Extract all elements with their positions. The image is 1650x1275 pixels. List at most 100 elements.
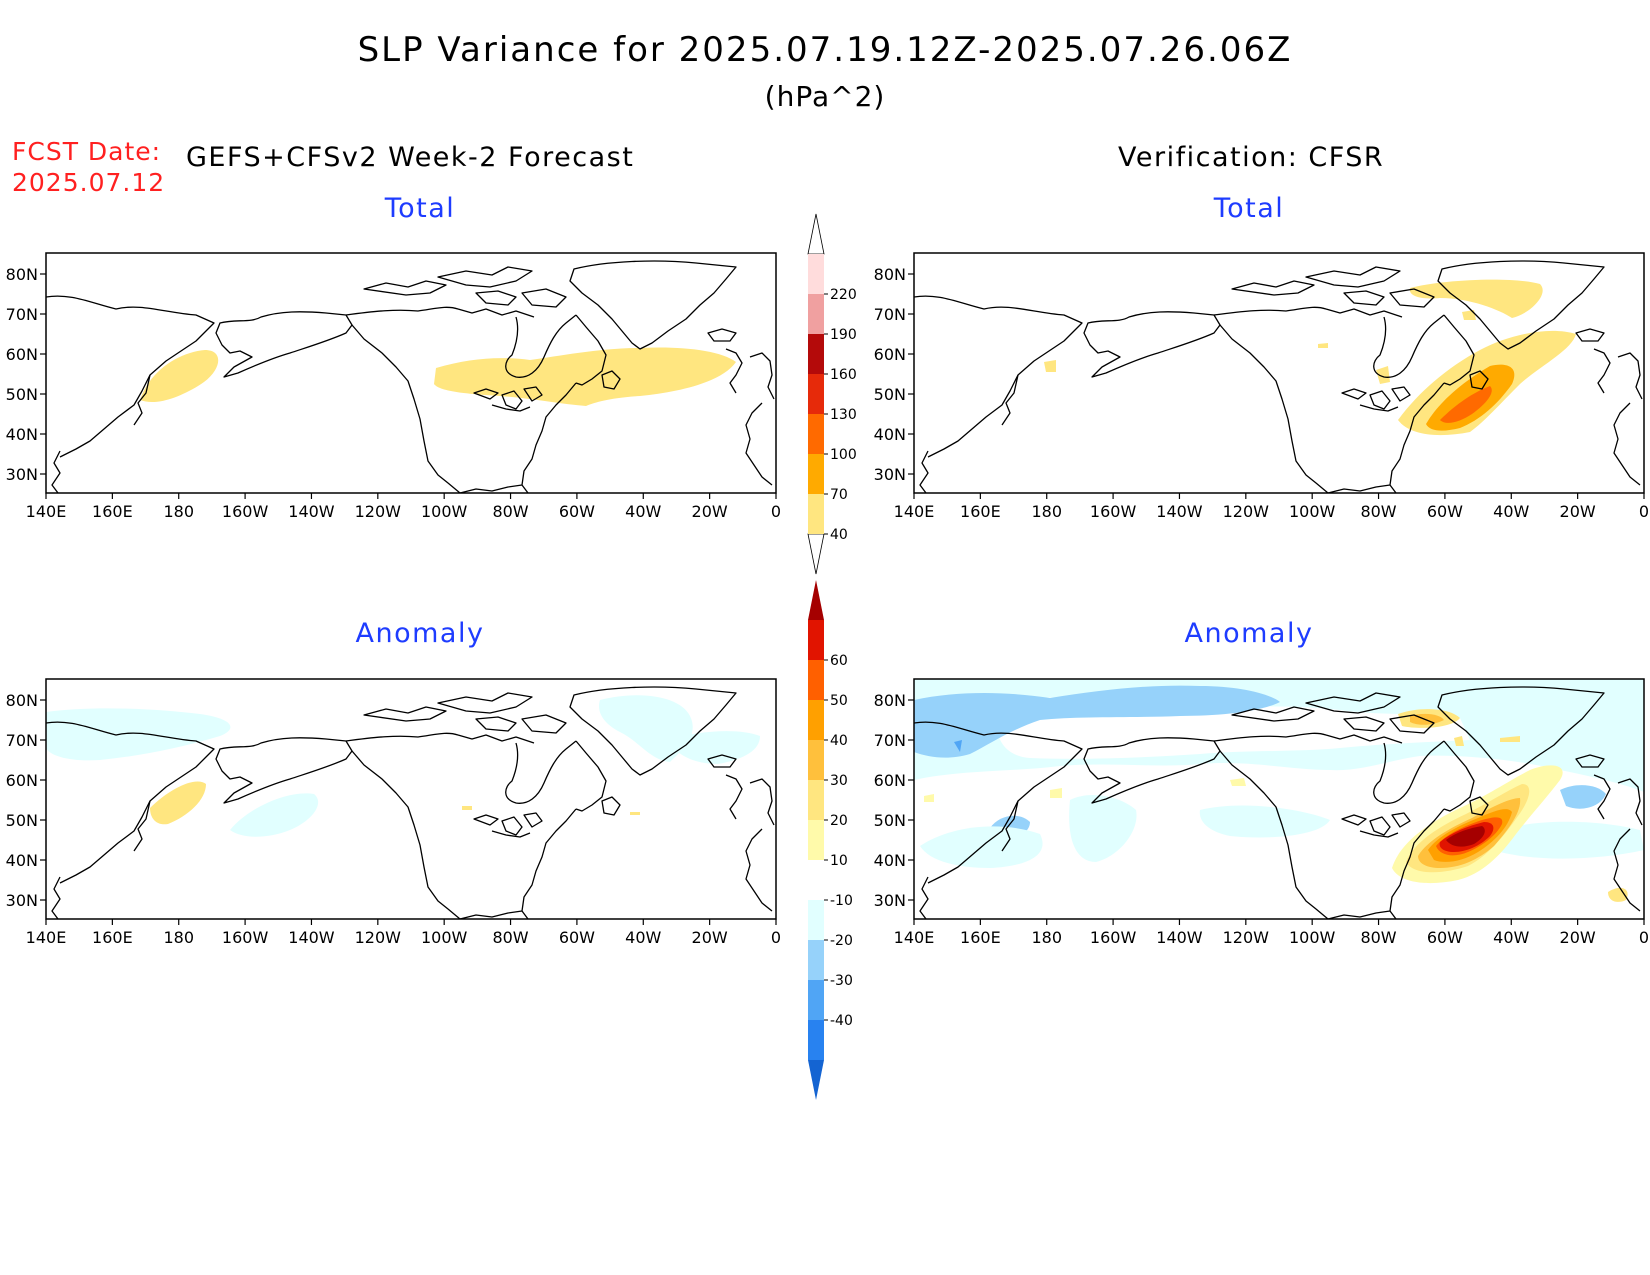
lon-tick-label: 20W xyxy=(1560,928,1596,947)
lon-tick-label: 180 xyxy=(1031,502,1062,521)
verification-header: Verification: CFSR xyxy=(1118,142,1385,173)
colorbar-swatch xyxy=(808,940,824,980)
lon-tick-label: 120W xyxy=(355,928,402,947)
lon-tick-label: 100W xyxy=(1289,928,1336,947)
colorbar-swatch xyxy=(808,494,824,534)
chart-units: (hPa^2) xyxy=(764,80,886,113)
colorbar-label: -40 xyxy=(830,1013,853,1029)
colorbar-total: 40 70 100 130 160 190 220 xyxy=(807,213,857,575)
lat-tick-label: 40N xyxy=(6,851,38,870)
lon-tick-label: 140E xyxy=(894,502,935,521)
lon-tick-label: 0 xyxy=(771,502,781,521)
lon-tick-label: 0 xyxy=(1639,928,1649,947)
map-forecast-total xyxy=(45,252,777,494)
lat-tick-label: 60N xyxy=(6,345,38,364)
lon-tick-label: 160E xyxy=(960,928,1001,947)
lat-tick-label: 60N xyxy=(6,771,38,790)
lat-tick-label: 50N xyxy=(6,385,38,404)
lat-tick-label: 80N xyxy=(6,265,38,284)
lon-tick-label: 160W xyxy=(222,928,269,947)
lon-tick-label: 160E xyxy=(92,502,133,521)
panel-title-verification-anomaly: Anomaly xyxy=(1184,618,1314,649)
lat-tick-label: 30N xyxy=(6,465,38,484)
colorbar-swatch xyxy=(808,294,824,334)
lon-tick-label: 60W xyxy=(1427,928,1463,947)
colorbar-label: 70 xyxy=(830,487,848,503)
lat-tick-label: 40N xyxy=(6,425,38,444)
lon-tick-label: 0 xyxy=(1639,502,1649,521)
lon-tick-label: 140E xyxy=(26,502,67,521)
lon-tick-label: 120W xyxy=(1223,502,1270,521)
lat-tick-label: 40N xyxy=(874,851,906,870)
lon-tick-label: 120W xyxy=(355,502,402,521)
map-verification-anomaly xyxy=(913,678,1645,920)
lon-tick-label: 140W xyxy=(1156,502,1203,521)
forecast-header: GEFS+CFSv2 Week-2 Forecast xyxy=(186,142,635,173)
lon-tick-label: 100W xyxy=(1289,502,1336,521)
colorbar-swatch xyxy=(808,620,824,660)
colorbar-swatch xyxy=(808,1020,824,1060)
lon-tick-label: 60W xyxy=(559,928,595,947)
panel-title-verification-total: Total xyxy=(1213,193,1285,224)
panel-title-forecast-total: Total xyxy=(384,193,456,224)
lat-tick-label: 50N xyxy=(6,811,38,830)
lat-tick-label: 30N xyxy=(874,465,906,484)
lon-tick-label: 160E xyxy=(92,928,133,947)
lon-tick-label: 140E xyxy=(894,928,935,947)
lon-tick-label: 20W xyxy=(692,502,728,521)
lon-tick-label: 40W xyxy=(625,502,661,521)
colorbar-swatch xyxy=(808,374,824,414)
lon-tick-label: 80W xyxy=(492,928,528,947)
lat-tick-label: 70N xyxy=(874,731,906,750)
colorbar-label: -30 xyxy=(830,973,853,989)
lat-tick-label: 80N xyxy=(6,691,38,710)
colorbar-upper-arrow xyxy=(808,580,824,620)
lon-tick-label: 160W xyxy=(1090,502,1137,521)
panel-title-forecast-anomaly: Anomaly xyxy=(355,618,485,649)
map-forecast-anomaly xyxy=(45,678,777,920)
lat-tick-label: 50N xyxy=(874,385,906,404)
colorbar-label: -20 xyxy=(830,933,853,949)
lat-tick-label: 70N xyxy=(874,305,906,324)
lon-tick-label: 20W xyxy=(1560,502,1596,521)
colorbar-label: 50 xyxy=(830,693,848,709)
colorbar-swatch xyxy=(808,780,824,820)
colorbar-label: -10 xyxy=(830,893,853,909)
colorbar-swatch xyxy=(808,900,824,940)
colorbar-swatch xyxy=(808,980,824,1020)
forecast-date-label: FCST Date: xyxy=(12,137,162,166)
colorbar-swatch xyxy=(808,414,824,454)
colorbar-swatch xyxy=(808,660,824,700)
colorbar-label: 60 xyxy=(830,653,848,669)
colorbar-label: 100 xyxy=(830,447,857,463)
lon-tick-label: 0 xyxy=(771,928,781,947)
lat-tick-label: 70N xyxy=(6,731,38,750)
lon-tick-label: 160E xyxy=(960,502,1001,521)
forecast-date-value: 2025.07.12 xyxy=(12,168,166,197)
colorbar-label: 40 xyxy=(830,527,848,543)
lat-tick-label: 80N xyxy=(874,691,906,710)
colorbar-anomaly: -40 -30 -20 -10 10 20 30 40 50 60 xyxy=(808,580,853,1100)
colorbar-label: 190 xyxy=(830,327,857,343)
map-verification-total xyxy=(913,252,1645,494)
lon-tick-label: 180 xyxy=(163,928,194,947)
colorbar-label: 30 xyxy=(830,773,848,789)
colorbar-swatch xyxy=(808,254,824,294)
colorbar-swatch xyxy=(808,700,824,740)
lon-tick-label: 160W xyxy=(1090,928,1137,947)
lon-tick-label: 180 xyxy=(1031,928,1062,947)
lon-tick-label: 100W xyxy=(421,502,468,521)
lon-tick-label: 40W xyxy=(625,928,661,947)
colorbar-label: 220 xyxy=(830,287,857,303)
axes-layer: 80N 70N 60N 50N 40N 30N 140E 160E 180 160W 140W 120… xyxy=(6,265,1649,947)
colorbar-lower-arrow xyxy=(808,1060,824,1100)
colorbar-swatch xyxy=(808,860,824,900)
colorbar-lower-arrow xyxy=(807,533,825,575)
colorbar-swatch xyxy=(808,334,824,374)
lon-tick-label: 120W xyxy=(1223,928,1270,947)
lon-tick-label: 160W xyxy=(222,502,269,521)
lon-tick-label: 140E xyxy=(26,928,67,947)
lon-tick-label: 100W xyxy=(421,928,468,947)
lat-tick-label: 50N xyxy=(874,811,906,830)
